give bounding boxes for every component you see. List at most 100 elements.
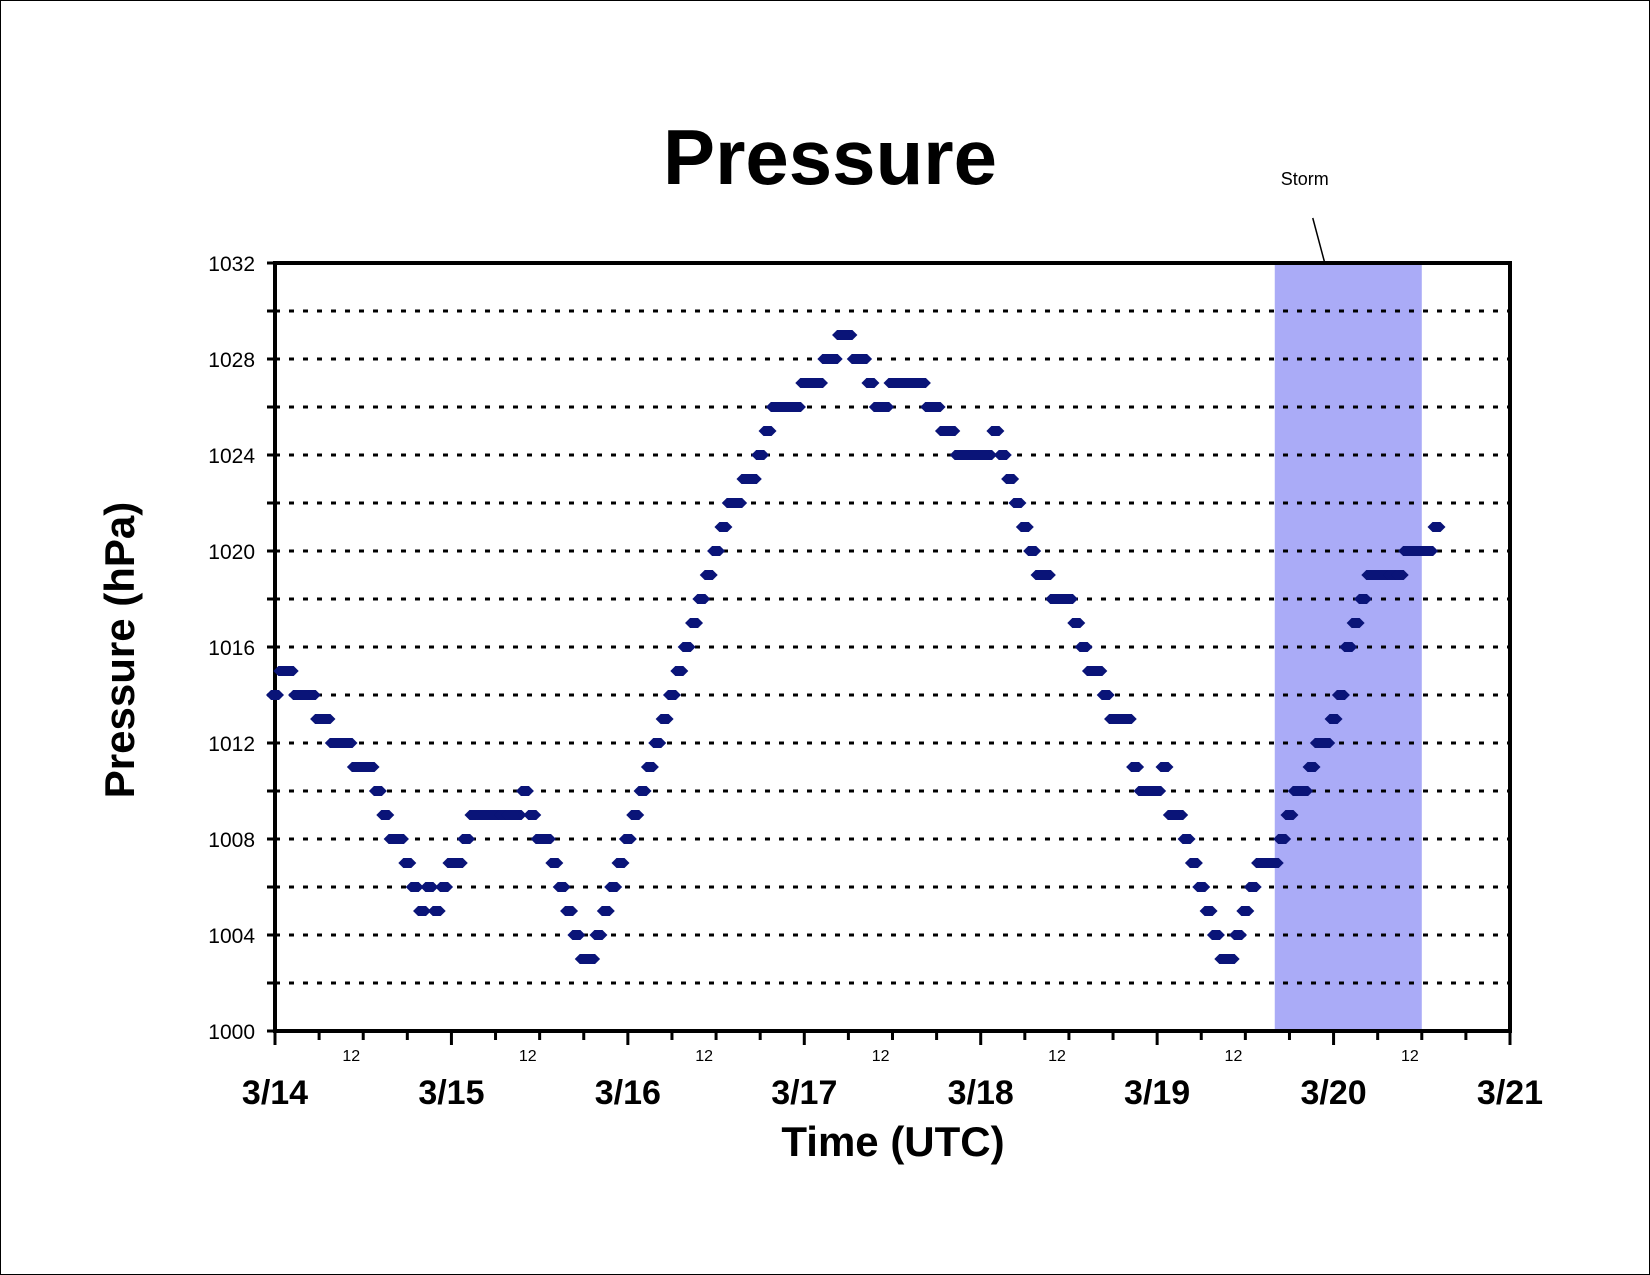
data-point	[596, 906, 615, 916]
data-point	[861, 378, 880, 388]
data-point	[1126, 762, 1145, 772]
data-point	[626, 810, 645, 820]
y-tick-label: 1004	[208, 925, 255, 948]
data-point	[1037, 570, 1056, 580]
x-axis-label: Time (UTC)	[781, 1118, 1005, 1165]
data-point	[405, 882, 424, 892]
y-tick-label: 1024	[208, 445, 255, 468]
data-point	[1170, 810, 1189, 820]
data-point	[1229, 930, 1248, 940]
data-point	[1221, 954, 1240, 964]
data-point	[729, 498, 748, 508]
data-point	[662, 690, 681, 700]
data-point	[942, 426, 961, 436]
data-point	[420, 882, 439, 892]
data-point	[1001, 474, 1020, 484]
x-tick-label: 3/18	[948, 1074, 1014, 1112]
data-point	[714, 522, 733, 532]
x-minor-label: 12	[1048, 1048, 1066, 1065]
data-point	[707, 546, 726, 556]
data-point	[339, 738, 358, 748]
data-point	[545, 858, 564, 868]
data-point	[1324, 714, 1343, 724]
data-point	[1243, 882, 1262, 892]
data-point	[751, 450, 770, 460]
data-point	[1177, 834, 1196, 844]
data-point	[1015, 522, 1034, 532]
data-point	[618, 834, 637, 844]
data-point	[567, 930, 586, 940]
data-point	[986, 426, 1005, 436]
data-point	[1353, 594, 1372, 604]
data-point	[1206, 930, 1225, 940]
chart-title: Pressure	[663, 113, 997, 201]
x-tick-label: 3/15	[418, 1074, 484, 1112]
data-point	[1339, 642, 1358, 652]
x-tick-label: 3/20	[1300, 1074, 1366, 1112]
storm-label: Storm	[1281, 169, 1329, 189]
y-tick-label: 1016	[208, 637, 255, 660]
data-point	[743, 474, 762, 484]
data-point	[1265, 858, 1284, 868]
data-point	[435, 882, 454, 892]
data-point	[1067, 618, 1086, 628]
data-point	[640, 762, 659, 772]
data-point	[648, 738, 667, 748]
data-point	[787, 402, 806, 412]
data-point	[824, 354, 843, 364]
data-point	[677, 642, 696, 652]
data-point	[655, 714, 674, 724]
data-point	[1192, 882, 1211, 892]
x-minor-label: 12	[695, 1048, 713, 1065]
y-tick-label: 1020	[208, 541, 255, 564]
data-point	[611, 858, 630, 868]
data-point	[1008, 498, 1027, 508]
data-point	[508, 810, 527, 820]
data-point	[1184, 858, 1203, 868]
data-point	[1155, 762, 1174, 772]
data-point	[927, 402, 946, 412]
data-point	[552, 882, 571, 892]
x-minor-label: 12	[872, 1048, 890, 1065]
data-point	[457, 834, 476, 844]
data-point	[876, 402, 895, 412]
data-point	[280, 666, 299, 676]
data-point	[1118, 714, 1137, 724]
data-point	[1427, 522, 1446, 532]
data-point	[368, 786, 387, 796]
data-point	[993, 450, 1012, 460]
data-point	[604, 882, 623, 892]
data-point	[699, 570, 718, 580]
data-point	[523, 810, 542, 820]
data-point	[302, 690, 321, 700]
x-tick-label: 3/21	[1477, 1074, 1543, 1112]
x-minor-label: 12	[1225, 1048, 1243, 1065]
data-point	[1420, 546, 1439, 556]
data-point	[692, 594, 711, 604]
data-point	[758, 426, 777, 436]
data-point	[1302, 762, 1321, 772]
data-point	[560, 906, 579, 916]
storm-leader-line	[1312, 217, 1326, 264]
data-point	[1023, 546, 1042, 556]
data-point	[1236, 906, 1255, 916]
data-point	[398, 858, 417, 868]
data-point	[1148, 786, 1167, 796]
data-point	[449, 858, 468, 868]
data-point	[515, 786, 534, 796]
data-point	[266, 690, 284, 700]
data-point	[390, 834, 409, 844]
data-point	[1074, 642, 1093, 652]
data-point	[670, 666, 689, 676]
data-point	[854, 354, 873, 364]
data-point	[1199, 906, 1218, 916]
data-point	[1346, 618, 1365, 628]
data-point	[1331, 690, 1350, 700]
data-point	[633, 786, 652, 796]
data-point	[809, 378, 828, 388]
x-minor-label: 12	[1401, 1048, 1419, 1065]
data-point	[839, 330, 858, 340]
data-point	[1317, 738, 1336, 748]
data-point	[427, 906, 446, 916]
